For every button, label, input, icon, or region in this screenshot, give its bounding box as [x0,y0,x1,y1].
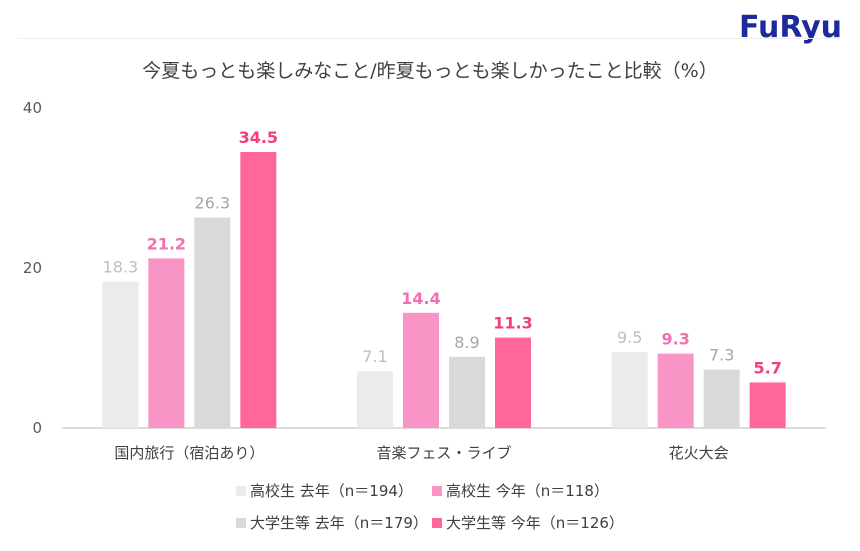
data-label: 26.3 [195,194,231,213]
legend-label: 高校生 去年（n＝194） [250,482,413,500]
data-label: 8.9 [454,333,479,352]
y-tick-label: 0 [32,419,42,437]
legend-swatch [236,517,246,528]
data-label: 7.1 [362,347,387,366]
data-label: 34.5 [239,128,278,147]
bar [449,356,485,428]
x-category-label: 音楽フェス・ライブ [376,444,511,462]
legend-item: 高校生 今年（n＝118） [432,480,609,501]
bar [357,371,393,428]
bar [611,352,648,428]
bar [657,353,694,428]
data-label: 21.2 [147,234,186,253]
legend-swatch [432,485,442,496]
legend-label: 高校生 今年（n＝118） [446,482,609,500]
legend-item: 大学生等 去年（n＝179） [236,512,428,533]
data-label: 18.3 [103,258,139,277]
header-divider [18,38,840,39]
chart-title: 今夏もっとも楽しみなこと/昨夏もっとも楽しかったこと比較（%） [142,60,718,82]
legend-swatch [432,517,442,528]
legend-swatch [236,485,246,496]
bar [749,382,786,428]
brand-logo: FuRyu [738,10,842,45]
y-tick-label: 40 [23,99,42,117]
data-label: 14.4 [401,289,440,308]
bar [240,152,277,428]
legend-label: 大学生等 今年（n＝126） [446,514,624,532]
data-label: 7.3 [709,346,734,365]
legend-label: 大学生等 去年（n＝179） [250,514,428,532]
y-tick-label: 20 [23,259,42,277]
data-label: 11.3 [493,314,532,333]
data-label: 9.5 [617,328,642,347]
bar [194,217,231,428]
data-label: 5.7 [753,358,781,377]
bar [148,258,185,428]
x-category-label: 花火大会 [669,444,729,462]
bar [403,312,439,428]
bar [703,369,740,428]
bar [102,281,139,428]
bar [495,337,531,428]
legend-item: 大学生等 今年（n＝126） [432,512,624,533]
x-category-label: 国内旅行（宿泊あり） [114,444,264,462]
legend-item: 高校生 去年（n＝194） [236,480,413,501]
data-label: 9.3 [661,330,689,349]
